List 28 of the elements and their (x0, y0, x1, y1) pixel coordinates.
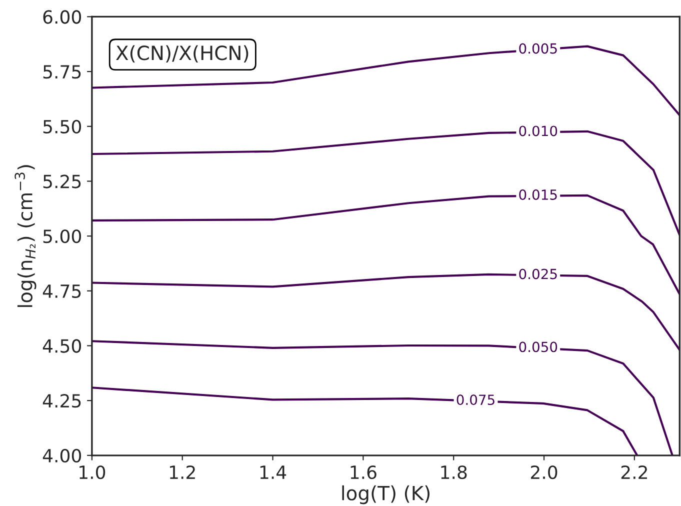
line-series (92, 386, 638, 456)
x-tick-label: 1.8 (441, 465, 467, 480)
series-label: 0.075 (456, 394, 494, 406)
y-tick-label: 6.00 (43, 10, 82, 24)
y-axis-title: log(n$_{H₂}$) (cm$^{−3}$) (14, 165, 36, 307)
y-tick-label: 4.00 (42, 448, 82, 463)
y-tick-label: 5.50 (43, 120, 82, 134)
y-tick-label: 5.75 (43, 65, 81, 79)
annotation: X(CN)/X(HCN) (116, 45, 248, 63)
x-tick-label: 1.4 (260, 466, 286, 479)
y-tick-label: 5.00 (43, 230, 82, 244)
line-series (92, 340, 674, 456)
y-tick-label: 4.75 (42, 284, 81, 298)
x-tick-label: 2.0 (530, 465, 558, 480)
x-tick-label: 1.0 (80, 465, 106, 480)
y-tick-label: 4.25 (42, 394, 81, 408)
line-series (92, 45, 680, 116)
x-axis-title: log(T) (K) (342, 485, 430, 504)
y-tick-label: 5.25 (43, 174, 81, 188)
series-label: 0.015 (519, 189, 557, 200)
series-label: 0.025 (519, 268, 557, 280)
series-label: 0.010 (519, 126, 558, 136)
y-tick-label: 4.50 (42, 339, 82, 353)
series-label: 0.050 (519, 342, 558, 352)
x-tick-label: 1.2 (170, 465, 195, 479)
x-tick-label: 2.2 (621, 465, 647, 479)
series-label: 0.005 (519, 43, 557, 54)
x-tick-label: 1.6 (350, 465, 376, 480)
